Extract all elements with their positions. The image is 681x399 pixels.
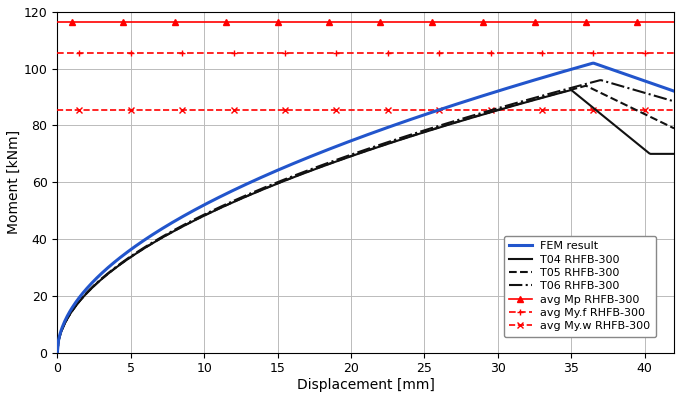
- Legend: FEM result, T04 RHFB-300, T05 RHFB-300, T06 RHFB-300, avg Mp RHFB-300, avg My.f : FEM result, T04 RHFB-300, T05 RHFB-300, …: [504, 236, 656, 337]
- X-axis label: Displacement [mm]: Displacement [mm]: [297, 378, 434, 392]
- Y-axis label: Moment [kNm]: Moment [kNm]: [7, 130, 21, 234]
